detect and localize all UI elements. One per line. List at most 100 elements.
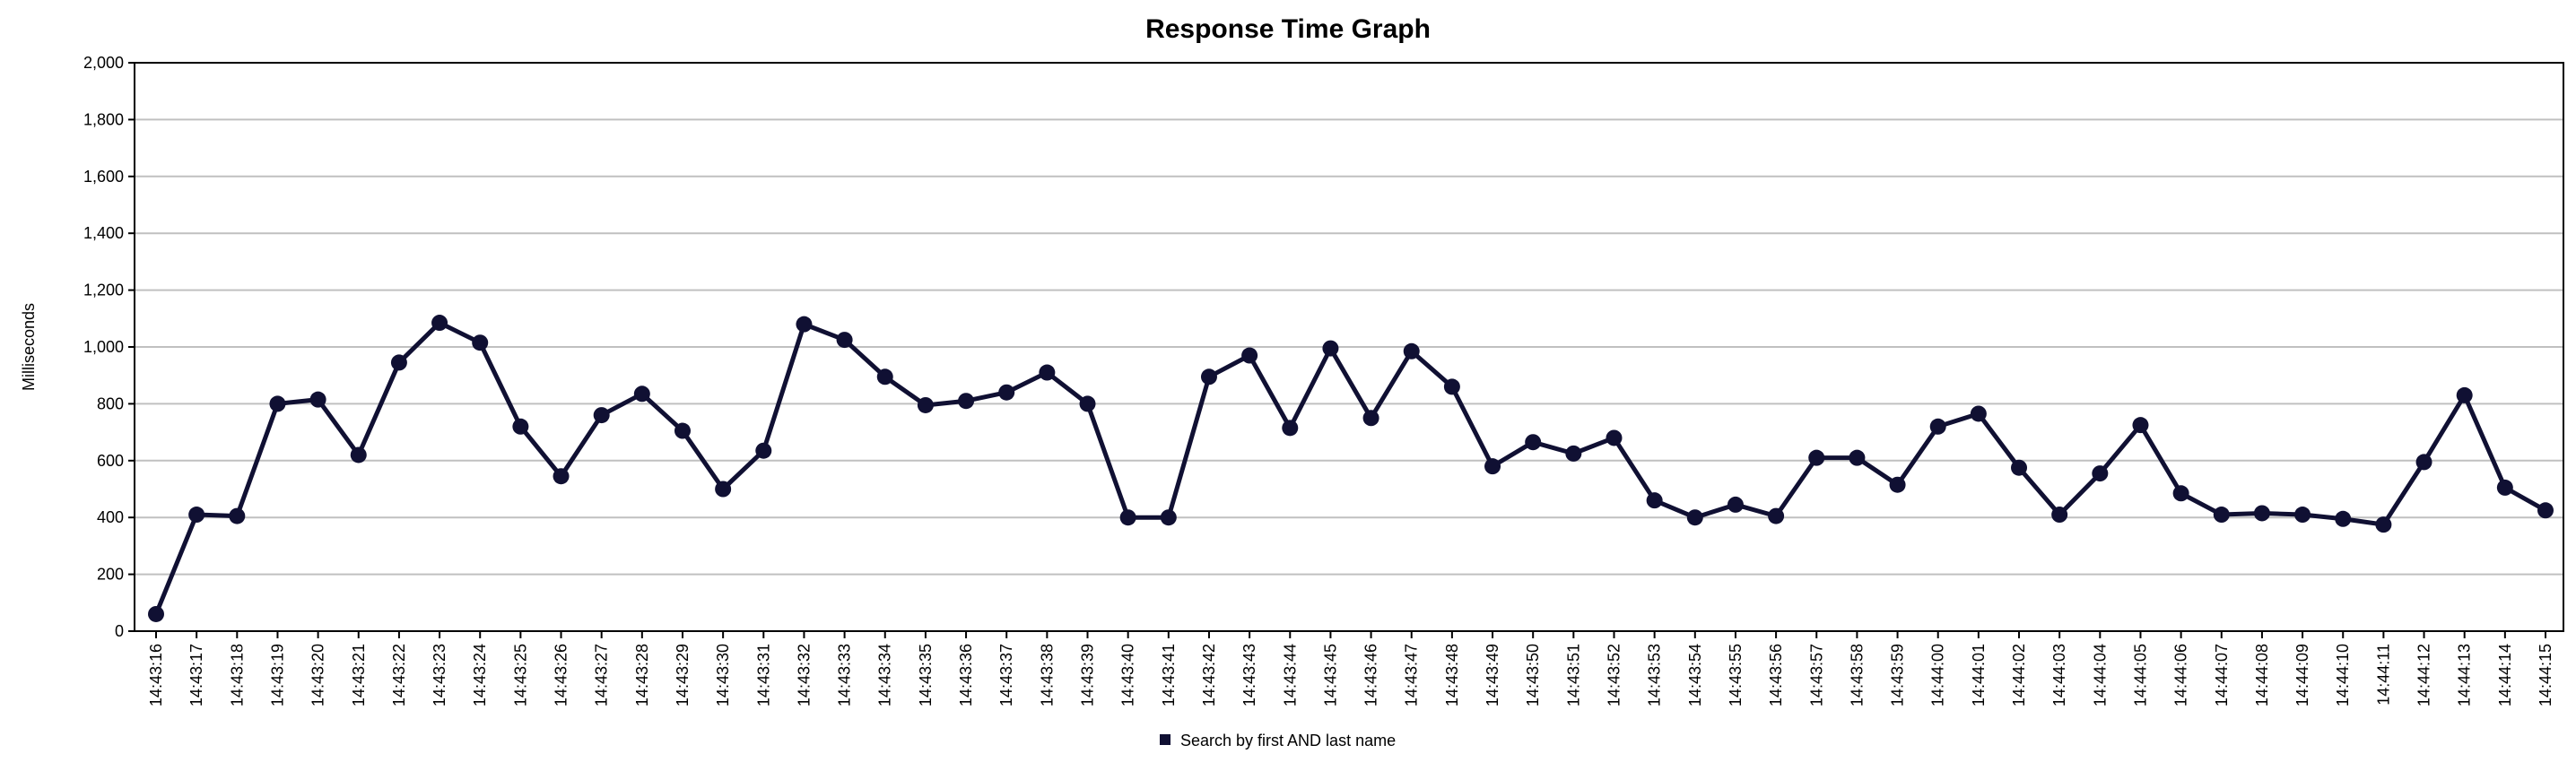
data-point: [1362, 410, 1379, 427]
x-tick-label: 14:43:31: [754, 644, 772, 706]
x-tick-label: 14:43:27: [593, 644, 611, 706]
data-point: [796, 316, 813, 333]
x-tick-label: 14:44:06: [2172, 644, 2190, 706]
data-point: [1565, 445, 1582, 462]
data-point: [2335, 510, 2352, 527]
x-tick-label: 14:43:37: [997, 644, 1015, 706]
x-tick-label: 14:43:28: [633, 644, 651, 706]
x-tick-label: 14:43:53: [1646, 644, 1664, 706]
data-point: [876, 368, 893, 386]
x-tick-label: 14:43:39: [1079, 644, 1097, 706]
y-tick-label: 1,000: [83, 338, 124, 356]
data-point: [512, 418, 529, 435]
data-point: [390, 354, 407, 371]
data-point: [148, 605, 164, 622]
data-point: [1484, 458, 1501, 475]
x-tick-label: 14:43:25: [511, 644, 529, 706]
x-tick-label: 14:44:11: [2374, 644, 2392, 706]
x-tick-label: 14:43:54: [1686, 644, 1704, 706]
data-point: [2092, 465, 2109, 482]
y-tick-label: 400: [97, 508, 124, 526]
data-point: [2456, 386, 2473, 403]
x-tick-label: 14:43:43: [1240, 644, 1258, 706]
x-tick-label: 14:43:26: [553, 644, 570, 706]
x-tick-label: 14:44:12: [2415, 644, 2433, 706]
x-tick-label: 14:43:17: [187, 644, 205, 706]
y-tick-label: 1,200: [83, 282, 124, 299]
data-point: [269, 395, 286, 412]
data-point: [2294, 507, 2311, 524]
data-point: [1160, 509, 1177, 526]
y-axis-ticks: 0 200 400 600 800 1,000 1,200 1,400 1,600 1,800 2,…: [83, 54, 135, 640]
data-point: [836, 332, 853, 349]
x-tick-label: 14:44:02: [2010, 644, 2028, 706]
data-point: [1443, 378, 1460, 395]
data-point: [1808, 449, 1825, 466]
data-point: [1403, 342, 1420, 360]
y-tick-label: 1,600: [83, 168, 124, 186]
data-point: [472, 334, 489, 351]
series-line: [153, 320, 2547, 615]
x-tick-label: 14:43:35: [917, 644, 935, 706]
y-axis-label: Milliseconds: [20, 303, 38, 391]
x-tick-label: 14:43:30: [714, 644, 732, 706]
x-tick-label: 14:43:29: [674, 644, 692, 706]
x-tick-label: 14:43:56: [1767, 644, 1785, 706]
x-tick-label: 14:44:03: [2050, 644, 2068, 706]
x-tick-label: 14:43:48: [1443, 644, 1461, 706]
x-tick-label: 14:43:21: [350, 644, 368, 706]
x-tick-label: 14:43:40: [1119, 644, 1137, 706]
y-tick-label: 1,800: [83, 110, 124, 128]
x-tick-label: 14:43:22: [390, 644, 408, 706]
data-point: [2253, 505, 2270, 522]
data-point: [2011, 459, 2028, 476]
x-tick-label: 14:43:16: [147, 644, 165, 706]
data-point: [1241, 347, 1258, 364]
x-tick-label: 14:43:36: [957, 644, 975, 706]
x-tick-label: 14:43:47: [1403, 644, 1421, 706]
data-point: [674, 422, 691, 439]
data-point: [309, 391, 326, 408]
data-point: [1039, 364, 1056, 381]
data-point: [1970, 405, 1987, 422]
x-tick-label: 14:43:58: [1848, 644, 1866, 706]
x-tick-label: 14:44:01: [1970, 644, 1988, 706]
data-point: [553, 468, 570, 485]
x-tick-label: 14:43:55: [1727, 644, 1745, 706]
x-tick-label: 14:43:51: [1564, 644, 1582, 706]
data-point: [1322, 340, 1339, 357]
x-tick-label: 14:44:05: [2131, 644, 2149, 706]
data-point: [2213, 507, 2230, 524]
y-tick-label: 600: [97, 452, 124, 470]
data-point: [350, 446, 367, 463]
data-point: [1079, 395, 1096, 412]
data-point: [229, 507, 246, 524]
legend-swatch: [1160, 734, 1171, 745]
x-tick-label: 14:43:50: [1524, 644, 1542, 706]
x-tick-label: 14:44:15: [2537, 644, 2554, 706]
x-tick-label: 14:43:23: [431, 644, 448, 706]
data-point: [2172, 485, 2189, 502]
data-point: [1889, 476, 1906, 493]
data-point: [1525, 434, 1542, 451]
x-tick-label: 14:43:59: [1889, 644, 1907, 706]
x-tick-label: 14:44:10: [2334, 644, 2352, 706]
data-point: [633, 386, 650, 403]
x-tick-label: 14:43:24: [471, 644, 489, 706]
x-tick-label: 14:43:18: [228, 644, 246, 706]
data-point: [1686, 509, 1703, 526]
data-point: [1119, 509, 1136, 526]
legend: Search by first AND last name: [1160, 732, 1396, 749]
x-tick-label: 14:44:04: [2091, 644, 2109, 706]
x-tick-label: 14:43:33: [836, 644, 854, 706]
data-point: [2415, 454, 2432, 471]
data-point: [2537, 502, 2554, 519]
x-tick-label: 14:43:19: [268, 644, 286, 706]
y-tick-label: 0: [115, 622, 124, 640]
x-tick-label: 14:43:49: [1484, 644, 1501, 706]
x-tick-label: 14:43:57: [1807, 644, 1825, 706]
chart-title: Response Time Graph: [1145, 14, 1431, 44]
data-point: [1200, 368, 1217, 386]
data-point: [998, 384, 1015, 401]
y-tick-label: 800: [97, 394, 124, 412]
